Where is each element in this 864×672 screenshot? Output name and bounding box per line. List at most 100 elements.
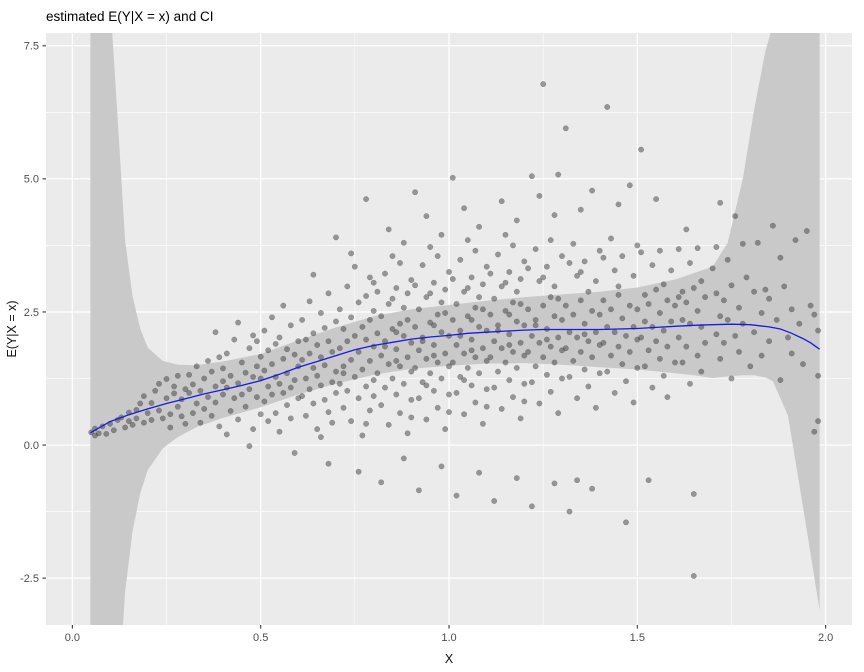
data-point [476, 469, 483, 476]
data-point [479, 420, 486, 427]
data-point [442, 310, 449, 316]
data-point [468, 336, 475, 343]
data-point [574, 395, 581, 402]
data-point [615, 283, 622, 290]
data-point [393, 285, 400, 291]
data-point [702, 339, 709, 346]
data-point [570, 311, 577, 318]
data-point [562, 345, 569, 352]
data-point [510, 394, 516, 401]
data-point [694, 352, 701, 359]
data-point [528, 332, 535, 339]
data-point [329, 348, 336, 355]
data-point [562, 125, 569, 132]
data-point [788, 350, 795, 357]
data-point [577, 206, 584, 213]
data-point [223, 431, 230, 438]
data-point [502, 231, 509, 238]
data-point [378, 352, 385, 359]
data-point [415, 395, 422, 402]
data-point [374, 330, 381, 337]
data-point [736, 304, 742, 311]
data-point [329, 379, 336, 386]
data-point [656, 355, 663, 362]
data-point [261, 398, 268, 405]
data-point [513, 475, 520, 482]
data-point [453, 492, 460, 499]
data-point [400, 455, 407, 462]
data-point [423, 213, 430, 220]
data-point [442, 426, 449, 433]
data-point [321, 362, 328, 369]
data-point [129, 421, 136, 428]
data-point [397, 320, 403, 327]
data-point [457, 373, 464, 380]
data-point [656, 310, 663, 316]
data-point [641, 291, 648, 298]
data-point [186, 389, 193, 396]
data-point [581, 320, 588, 327]
data-point [397, 260, 403, 266]
x-tick-label: 0.0 [65, 632, 80, 644]
data-point [449, 174, 456, 181]
data-point [521, 398, 528, 405]
data-point [495, 322, 501, 329]
data-point [306, 386, 313, 393]
data-point [592, 404, 599, 411]
data-point [476, 294, 483, 301]
data-point [351, 263, 358, 270]
data-point [404, 290, 411, 297]
data-point [423, 382, 430, 389]
data-point [687, 260, 693, 266]
data-point [378, 313, 385, 320]
data-point [321, 396, 328, 403]
data-point [261, 327, 268, 334]
data-point [513, 318, 520, 325]
data-point [785, 334, 791, 341]
data-point [385, 226, 392, 233]
data-point [589, 485, 596, 492]
data-point [758, 352, 765, 359]
data-point [265, 418, 272, 425]
y-tick-label: 5.0 [24, 174, 39, 186]
data-point [792, 237, 799, 244]
data-point [163, 376, 170, 382]
data-point [675, 246, 682, 253]
data-layer [88, 33, 822, 625]
data-point [713, 244, 720, 250]
axes: 0.0 0.5 1.0 1.5 2.0 -2.5 0.0 2.5 5.0 7.5 [20, 41, 833, 644]
data-point [543, 371, 550, 378]
data-point [506, 342, 513, 348]
data-point [340, 326, 347, 332]
data-point [208, 368, 215, 375]
data-point [555, 171, 562, 178]
data-point [630, 272, 637, 279]
data-point [615, 343, 622, 350]
data-point [574, 334, 581, 341]
data-point [506, 377, 513, 384]
data-point [393, 391, 400, 398]
data-point [634, 242, 641, 249]
data-point [495, 251, 501, 258]
data-point [163, 395, 170, 402]
data-point [461, 377, 468, 384]
data-point [223, 350, 230, 357]
data-point [408, 396, 415, 403]
data-point [679, 359, 686, 366]
data-point [291, 351, 298, 358]
data-point [645, 477, 652, 484]
data-point [408, 339, 415, 346]
data-point [559, 253, 565, 260]
data-point [472, 399, 479, 406]
data-point [491, 384, 498, 391]
data-point [766, 295, 773, 302]
data-point [672, 359, 678, 366]
data-point [393, 357, 400, 364]
data-point [370, 393, 377, 400]
data-point [400, 380, 407, 387]
data-point [125, 418, 132, 425]
data-point [487, 311, 494, 318]
data-point [615, 201, 622, 208]
data-point [302, 375, 309, 382]
